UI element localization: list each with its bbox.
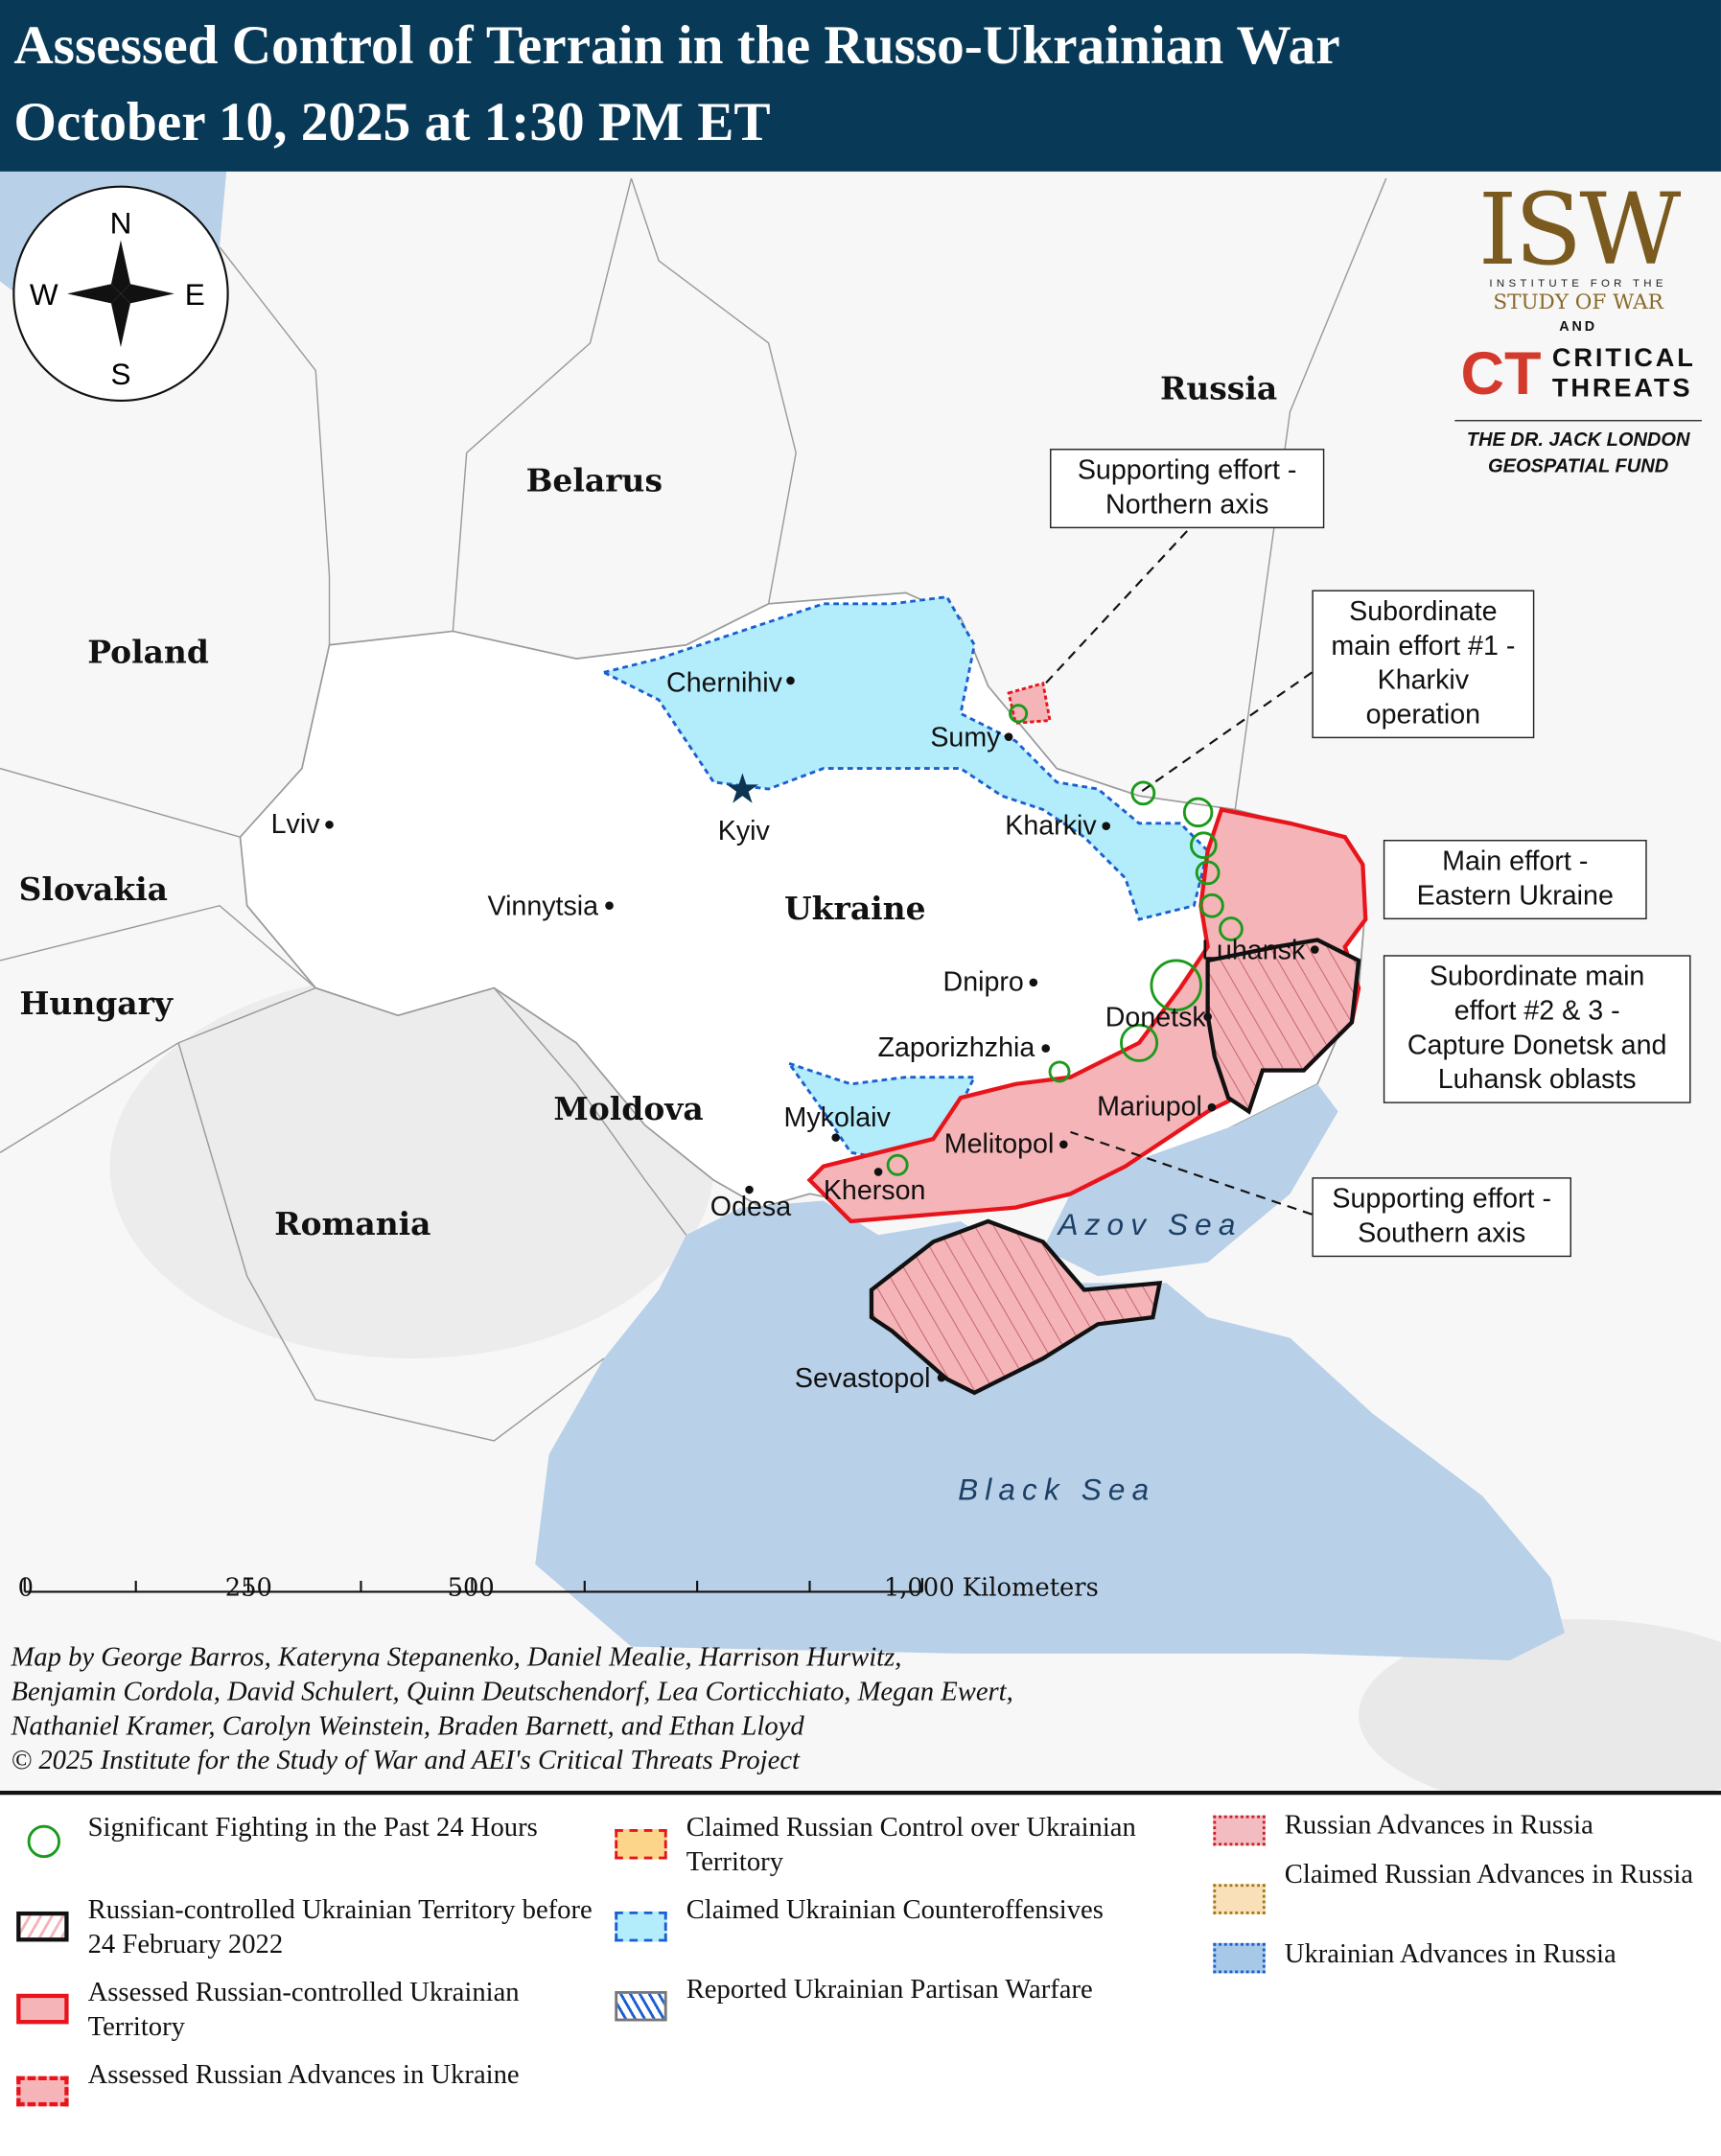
label-belarus: Belarus: [526, 461, 663, 498]
fighting-circle: [1130, 780, 1156, 806]
azov-sea: [1042, 1083, 1338, 1277]
legend-item-fighting: Significant Fighting in the Past 24 Hour…: [87, 1812, 538, 1843]
label-moldova: Moldova: [553, 1090, 703, 1127]
fighting-circle: [1219, 916, 1244, 941]
fighting-circle: [1120, 1023, 1159, 1062]
legend-item-ukrainian-advances-russia: Ukrainian Advances in Russia: [1284, 1938, 1616, 1970]
map-title: Assessed Control of Terrain in the Russo…: [13, 13, 1340, 76]
city-mykolaiv[interactable]: Mykolaiv: [784, 1102, 892, 1133]
scale-label-250: 250: [224, 1573, 272, 1603]
callout-kharkiv-operation: Subordinate main effort #1 - Kharkiv operat…: [1312, 590, 1535, 739]
legend-item-russian-advances: Assessed Russian Advances in Ukraine: [87, 2059, 520, 2091]
callout-southern-axis: Supporting effort - Southern axis: [1312, 1177, 1571, 1258]
legend-blue-hatched-icon: [615, 1990, 667, 2022]
fighting-circle: [1190, 831, 1218, 860]
city-zaporizhzhia[interactable]: Zaporizhzhia: [877, 1032, 1035, 1063]
legend-pink-dotted-icon: [1213, 1815, 1266, 1846]
scale-label-0: 0: [17, 1573, 35, 1603]
city-vinnytsia[interactable]: Vinnytsia: [488, 892, 599, 922]
pre-2022-occupied-crimea: [869, 1218, 1163, 1396]
label-ukraine: Ukraine: [784, 890, 926, 927]
claimed-ukrainian-counteroffensive-north: [599, 595, 1210, 921]
city-kyiv[interactable]: Kyiv: [718, 816, 771, 846]
black-sea: [535, 1200, 1565, 1660]
ct-logo-mark: CT: [1460, 339, 1542, 408]
legend-orange-dashed-icon: [615, 1829, 667, 1860]
legend-red-solid-icon: [16, 1993, 69, 2025]
scale-label-500: 500: [447, 1573, 495, 1603]
fighting-circle: [886, 1153, 909, 1176]
fighting-circle: [1048, 1060, 1071, 1083]
callout-donetsk-luhansk: Subordinate main effort #2 & 3 - Capture D…: [1383, 955, 1691, 1103]
legend-item-claimed-russian-advances-russia: Claimed Russian Advances in Russia: [1284, 1859, 1694, 1890]
label-russia: Russia: [1160, 370, 1277, 407]
legend-item-ukrainian-counteroffensives: Claimed Ukrainian Counteroffensives: [686, 1894, 1104, 1926]
label-poland: Poland: [87, 633, 209, 670]
city-dots: [325, 676, 1319, 1382]
russian-advance-in-russia: [1007, 682, 1052, 725]
fighting-circle: [1150, 959, 1202, 1011]
label-romania: Romania: [274, 1205, 430, 1242]
legend-red-dashed-icon: [16, 2075, 69, 2107]
fighting-circle: [1009, 704, 1029, 724]
legend-cyan-dashed-icon: [615, 1911, 667, 1942]
terrain-carpathians: [109, 974, 714, 1359]
city-sevastopol[interactable]: Sevastopol: [795, 1363, 931, 1394]
capital-star-icon: ★: [724, 766, 760, 812]
city-odesa[interactable]: Odesa: [710, 1192, 791, 1222]
callout-leaders: [1042, 530, 1314, 1216]
compass-rose: N S W E: [12, 185, 229, 403]
fighting-circle: [1199, 893, 1224, 918]
fighting-circle: [1195, 860, 1221, 886]
label-hungary: Hungary: [19, 985, 174, 1022]
city-sumy[interactable]: Sumy: [930, 723, 1001, 753]
city-mariupol[interactable]: Mariupol: [1097, 1092, 1202, 1123]
scale-bar: [23, 1578, 923, 1593]
svg-text:W: W: [30, 277, 58, 312]
header: Assessed Control of Terrain in the Russo…: [0, 0, 1721, 172]
label-slovakia: Slovakia: [19, 870, 168, 908]
city-melitopol[interactable]: Melitopol: [944, 1128, 1055, 1159]
scale-label-1000: 1,000 Kilometers: [883, 1573, 1099, 1603]
label-azov-sea: Azov Sea: [1056, 1207, 1242, 1241]
isw-logo-text: ISW: [1477, 171, 1682, 288]
legend-black-hatched-icon: [16, 1911, 69, 1942]
isw-ct-logo: ISW INSTITUTE FOR THE STUDY OF WAR AND C…: [1454, 180, 1702, 479]
svg-text:E: E: [185, 277, 205, 312]
legend-tan-dotted-icon: [1213, 1884, 1266, 1914]
map-credits: Map by George Barros, Kateryna Stepanenk…: [11, 1642, 1013, 1776]
legend-item-partisan-warfare: Reported Ukrainian Partisan Warfare: [686, 1974, 1093, 2005]
legend-item-russian-controlled: Assessed Russian-controlled Ukrainian Te…: [87, 1977, 520, 2042]
callout-northern-axis: Supporting effort - Northern axis: [1050, 449, 1325, 529]
svg-text:S: S: [110, 357, 130, 391]
legend-blue-dotted-icon: [1213, 1942, 1266, 1974]
svg-text:N: N: [110, 205, 132, 240]
city-dnipro[interactable]: Dnipro: [943, 966, 1024, 997]
city-kharkiv[interactable]: Kharkiv: [1005, 810, 1097, 841]
russian-controlled-territory: [806, 807, 1368, 1224]
country-borders: [0, 177, 1387, 1442]
legend-item-russian-advances-russia: Russian Advances in Russia: [1284, 1810, 1593, 1841]
city-kherson[interactable]: Kherson: [824, 1175, 926, 1206]
legend-item-pre-2022: Russian-controlled Ukrainian Territory b…: [87, 1894, 593, 1960]
legend: Significant Fighting in the Past 24 Hour…: [0, 1790, 1721, 2156]
significant-fighting-markers: [886, 704, 1244, 1176]
legend-item-claimed-russian-control: Claimed Russian Control over Ukrainian T…: [686, 1812, 1136, 1878]
city-luhansk[interactable]: Luhansk: [1201, 936, 1306, 966]
city-chernihiv[interactable]: Chernihiv: [666, 667, 783, 698]
legend-green-circle-icon: [27, 1824, 60, 1859]
terrain-caucasus: [1359, 1619, 1721, 1791]
fighting-circle: [1182, 797, 1214, 828]
map-date: October 10, 2025 at 1:30 PM ET: [13, 90, 771, 152]
city-donetsk[interactable]: Donetsk: [1105, 1003, 1207, 1033]
label-black-sea: Black Sea: [958, 1472, 1155, 1507]
pre-2022-occupied-donbas: [1205, 938, 1361, 1115]
city-lviv[interactable]: Lviv: [271, 809, 321, 840]
callout-eastern-ukraine: Main effort - Eastern Ukraine: [1383, 840, 1647, 920]
